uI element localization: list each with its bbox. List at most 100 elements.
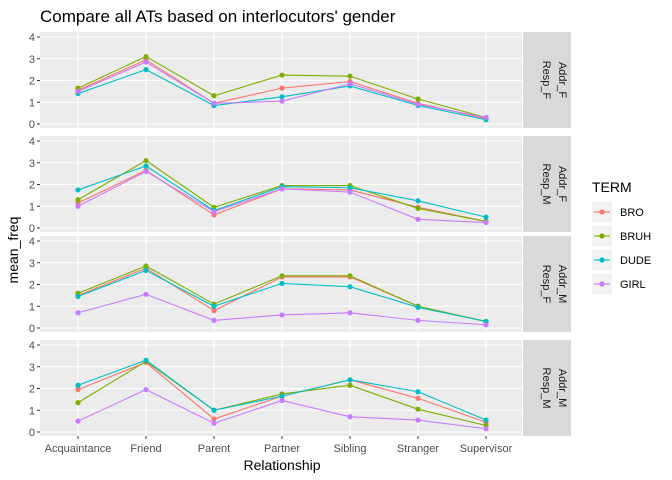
data-point-bruh — [415, 205, 421, 212]
legend-label: BRO — [620, 207, 644, 219]
facet-panel: 0 1 2 3 4 Addr_F Resp_M — [29, 136, 571, 235]
y-tick-label: 0 — [29, 223, 35, 235]
data-point-bruh — [415, 406, 421, 412]
data-point-girl — [211, 317, 217, 323]
data-point-bro — [211, 308, 217, 314]
data-point-bro — [211, 416, 217, 422]
y-tick-label: 4 — [29, 32, 35, 44]
data-point-dude — [483, 214, 489, 220]
facet-strip — [523, 32, 571, 128]
facet-label-addr: Addr_M — [556, 265, 568, 304]
legend-key-point — [599, 257, 605, 263]
data-point-bruh — [347, 73, 353, 79]
facet-strip — [523, 136, 571, 232]
data-point-girl — [415, 417, 421, 423]
facet-panel: 0 1 2 3 4 Addr_M Resp_M — [29, 340, 571, 439]
data-point-bruh — [279, 72, 285, 78]
data-point-girl — [211, 100, 217, 106]
data-point-girl — [279, 98, 285, 104]
data-point-girl — [279, 397, 285, 404]
data-point-bruh — [75, 400, 81, 406]
data-point-girl — [483, 219, 489, 226]
y-tick-label: 3 — [29, 258, 35, 270]
data-point-bruh — [143, 157, 149, 164]
data-point-bruh — [279, 273, 285, 279]
y-tick-label: 3 — [29, 54, 35, 66]
data-point-girl — [143, 168, 149, 175]
data-point-dude — [279, 280, 285, 287]
facet-panel: 0 1 2 3 4 Addr_F Resp_F — [29, 32, 571, 131]
data-point-bruh — [347, 382, 353, 388]
x-tick-label: Parent — [198, 443, 230, 455]
data-point-girl — [415, 216, 421, 222]
data-point-bruh — [347, 273, 353, 279]
data-point-dude — [143, 163, 149, 169]
data-point-dude — [483, 417, 489, 423]
data-point-girl — [75, 203, 81, 209]
data-point-dude — [211, 407, 217, 413]
facet-strip — [523, 236, 571, 332]
chart-title: Compare all ATs based on interlocutors' … — [40, 7, 396, 26]
data-point-bro — [279, 85, 285, 91]
data-point-girl — [415, 101, 421, 108]
x-tick-label: Partner — [264, 443, 300, 455]
data-point-dude — [75, 382, 81, 388]
data-point-bruh — [143, 263, 149, 269]
data-point-girl — [347, 414, 353, 420]
x-tick-label: Sibling — [333, 443, 366, 455]
data-point-girl — [347, 310, 353, 316]
data-point-dude — [211, 303, 217, 309]
legend: TERM BRO BRUH DUDE GIRL — [592, 179, 651, 294]
data-point-dude — [143, 67, 149, 73]
data-point-girl — [143, 291, 149, 297]
data-point-dude — [75, 187, 81, 193]
facet-label-resp: Resp_F — [540, 61, 552, 100]
y-tick-label: 1 — [29, 301, 35, 313]
data-point-dude — [279, 94, 285, 100]
data-point-dude — [279, 393, 285, 399]
y-tick-label: 1 — [29, 97, 35, 109]
facet-label-addr: Addr_F — [556, 62, 568, 98]
data-point-bro — [75, 386, 81, 393]
data-point-bro — [415, 395, 421, 401]
data-point-girl — [483, 322, 489, 328]
data-point-bruh — [75, 197, 81, 203]
facet-panel: 0 1 2 3 4 Addr_M Resp_F — [29, 236, 571, 335]
data-point-girl — [279, 186, 285, 192]
x-tick-label: Supervisor — [460, 443, 513, 455]
data-point-girl — [211, 420, 217, 426]
data-point-dude — [415, 389, 421, 395]
y-axis-title: mean_freq — [5, 217, 21, 284]
data-point-dude — [143, 267, 149, 273]
y-tick-label: 2 — [29, 76, 35, 88]
data-point-girl — [279, 312, 285, 318]
data-point-girl — [75, 310, 81, 316]
data-point-girl — [75, 418, 81, 424]
facet-label-addr: Addr_M — [556, 369, 568, 408]
facet-label-resp: Resp_F — [540, 265, 552, 304]
x-tick-label: Stranger — [397, 443, 440, 455]
x-axis-title: Relationship — [243, 457, 320, 473]
data-point-dude — [347, 284, 353, 290]
y-tick-label: 0 — [29, 323, 35, 335]
data-point-girl — [75, 88, 81, 94]
data-point-bruh — [415, 96, 421, 102]
y-tick-label: 0 — [29, 427, 35, 439]
y-tick-label: 0 — [29, 119, 35, 131]
y-tick-label: 2 — [29, 280, 35, 292]
x-tick-label: Acquaintance — [45, 443, 112, 455]
data-point-dude — [415, 198, 421, 204]
y-tick-label: 4 — [29, 340, 35, 352]
y-tick-label: 1 — [29, 201, 35, 213]
data-point-dude — [347, 185, 353, 191]
legend-key-point — [599, 209, 605, 215]
legend-key-point — [599, 233, 605, 239]
facet-label-resp: Resp_M — [540, 164, 552, 205]
data-point-girl — [483, 114, 489, 121]
data-point-bruh — [211, 93, 217, 99]
data-point-dude — [347, 377, 353, 383]
legend-label: GIRL — [620, 279, 646, 291]
data-point-girl — [143, 386, 149, 393]
x-tick-label: Friend — [130, 443, 161, 455]
facet-panels: 0 1 2 3 4 Addr_F Resp_F 0 1 2 3 4 Addr_F Resp_M 0 1 2 3 4 A… — [29, 32, 571, 439]
